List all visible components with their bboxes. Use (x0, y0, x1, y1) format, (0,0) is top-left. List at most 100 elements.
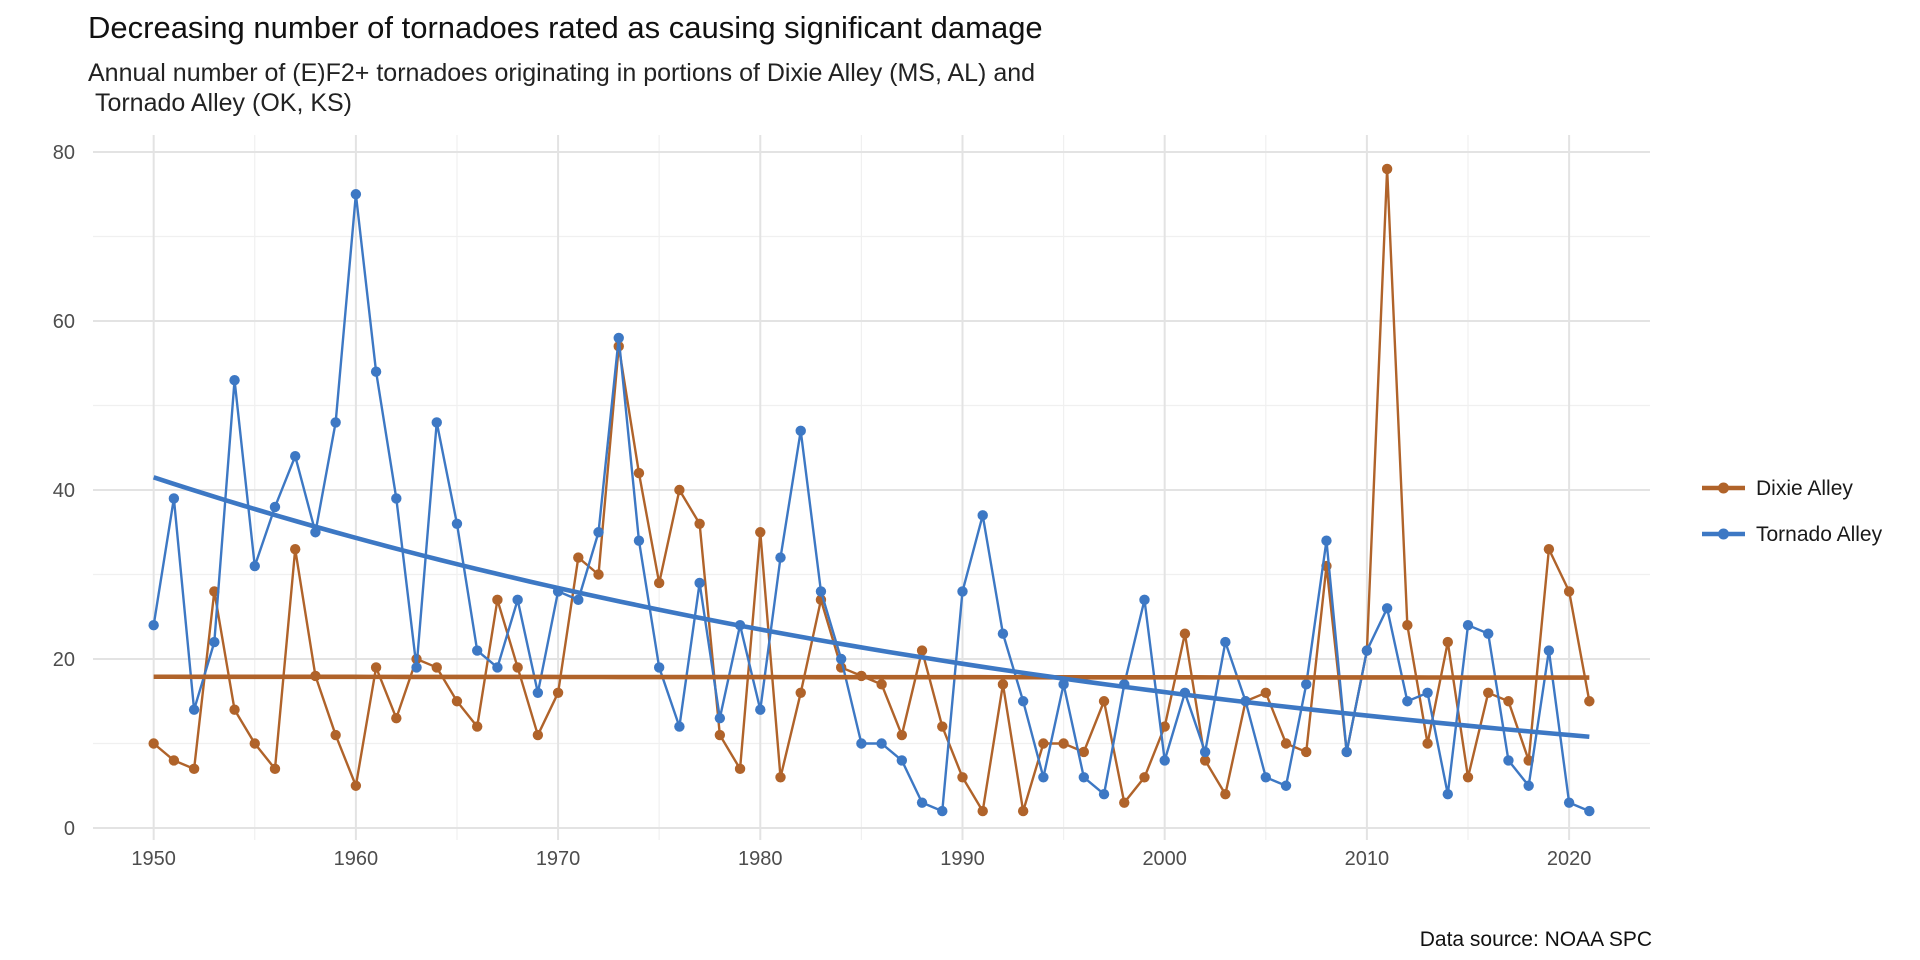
data-point (653, 577, 665, 589)
data-point (997, 628, 1009, 639)
trend-line (152, 475, 1590, 740)
data-point (391, 493, 402, 504)
legend-key-point (1718, 528, 1729, 540)
data-point (1301, 679, 1312, 690)
y-tick-label: 80 (53, 142, 75, 164)
legend-item-dixie-alley: Dixie Alley (1702, 477, 1853, 500)
data-point (1462, 772, 1474, 783)
data-point (835, 653, 847, 665)
data-point (290, 451, 301, 462)
x-tick-label: 2000 (1142, 848, 1187, 870)
data-point (188, 704, 200, 715)
data-point (1179, 628, 1191, 639)
data-point (1017, 805, 1029, 817)
data-point (775, 552, 786, 563)
data-point (1402, 696, 1413, 707)
data-point (1523, 780, 1534, 791)
data-point (1584, 805, 1595, 817)
data-point (1543, 543, 1555, 555)
data-point (532, 687, 544, 698)
data-point (1301, 746, 1312, 758)
data-point (168, 755, 180, 766)
data-point (633, 535, 645, 546)
legend-label: Tornado Alley (1756, 523, 1883, 546)
data-point (148, 620, 159, 631)
data-point (593, 569, 604, 580)
legend-item-tornado-alley: Tornado Alley (1702, 523, 1883, 546)
data-point (350, 189, 362, 200)
data-point (229, 374, 240, 386)
data-point (876, 738, 887, 749)
legend: Dixie Alley Tornado Alley (1702, 477, 1883, 546)
x-tick-label: 1960 (334, 848, 379, 870)
data-point (1058, 679, 1069, 690)
data-point (795, 687, 806, 698)
data-point (1462, 620, 1474, 631)
data-point (1159, 755, 1170, 766)
data-point (856, 738, 867, 749)
data-point (775, 772, 786, 783)
data-point (633, 467, 645, 479)
data-point (755, 704, 766, 715)
data-point (1361, 645, 1373, 656)
data-point (1584, 696, 1595, 707)
data-point (512, 594, 523, 606)
series-tornado-alley (148, 189, 1595, 817)
data-point (391, 712, 402, 724)
data-point (552, 687, 564, 698)
data-point (532, 729, 544, 741)
data-point (1503, 696, 1514, 707)
data-point (1442, 789, 1453, 800)
data-point (1038, 738, 1049, 749)
data-point (350, 780, 362, 791)
data-point (290, 543, 301, 555)
data-point (1119, 797, 1130, 808)
chart-subtitle: Annual number of (E)F2+ tornadoes origin… (88, 59, 1036, 117)
data-point (573, 552, 584, 563)
chart-title: Decreasing number of tornadoes rated as … (88, 10, 1043, 45)
data-point (1402, 620, 1413, 631)
data-point (1260, 687, 1272, 698)
data-point (1341, 746, 1352, 758)
data-point (1321, 535, 1332, 546)
y-tick-label: 60 (53, 311, 75, 333)
data-point (269, 763, 281, 775)
data-point (755, 527, 766, 538)
data-point (1159, 721, 1170, 732)
data-point (674, 484, 685, 496)
data-point (593, 527, 604, 538)
data-point (1543, 645, 1555, 656)
data-point (916, 645, 928, 656)
data-point (977, 510, 988, 521)
data-point (1280, 780, 1292, 791)
axes: 0 20 40 60 80 1950 1960 1970 1980 1990 2000 2010 202… (53, 142, 1592, 870)
legend-label: Dixie Alley (1756, 477, 1853, 500)
data-point (1139, 772, 1150, 783)
data-point (937, 721, 948, 732)
data-point (896, 755, 908, 766)
x-tick-label: 1990 (940, 848, 985, 870)
data-point (249, 560, 260, 572)
y-tick-label: 20 (53, 649, 75, 671)
data-point (249, 738, 260, 749)
data-point (1381, 163, 1393, 175)
data-point (269, 501, 281, 513)
data-point (512, 662, 523, 673)
data-point (613, 332, 624, 344)
data-point (1220, 636, 1231, 648)
data-point (815, 586, 827, 597)
data-point (1260, 772, 1272, 783)
data-point (492, 594, 503, 606)
data-point (653, 662, 665, 673)
data-point (1563, 797, 1575, 808)
data-point (1422, 738, 1433, 749)
data-point (370, 366, 382, 377)
y-tick-label: 0 (64, 818, 75, 840)
data-point (1563, 586, 1575, 597)
x-tick-label: 1970 (536, 848, 581, 870)
data-point (330, 729, 341, 741)
data-point (209, 636, 220, 648)
y-tick-label: 40 (53, 480, 75, 502)
x-tick-label: 1980 (738, 848, 783, 870)
x-tick-label: 2020 (1547, 848, 1592, 870)
